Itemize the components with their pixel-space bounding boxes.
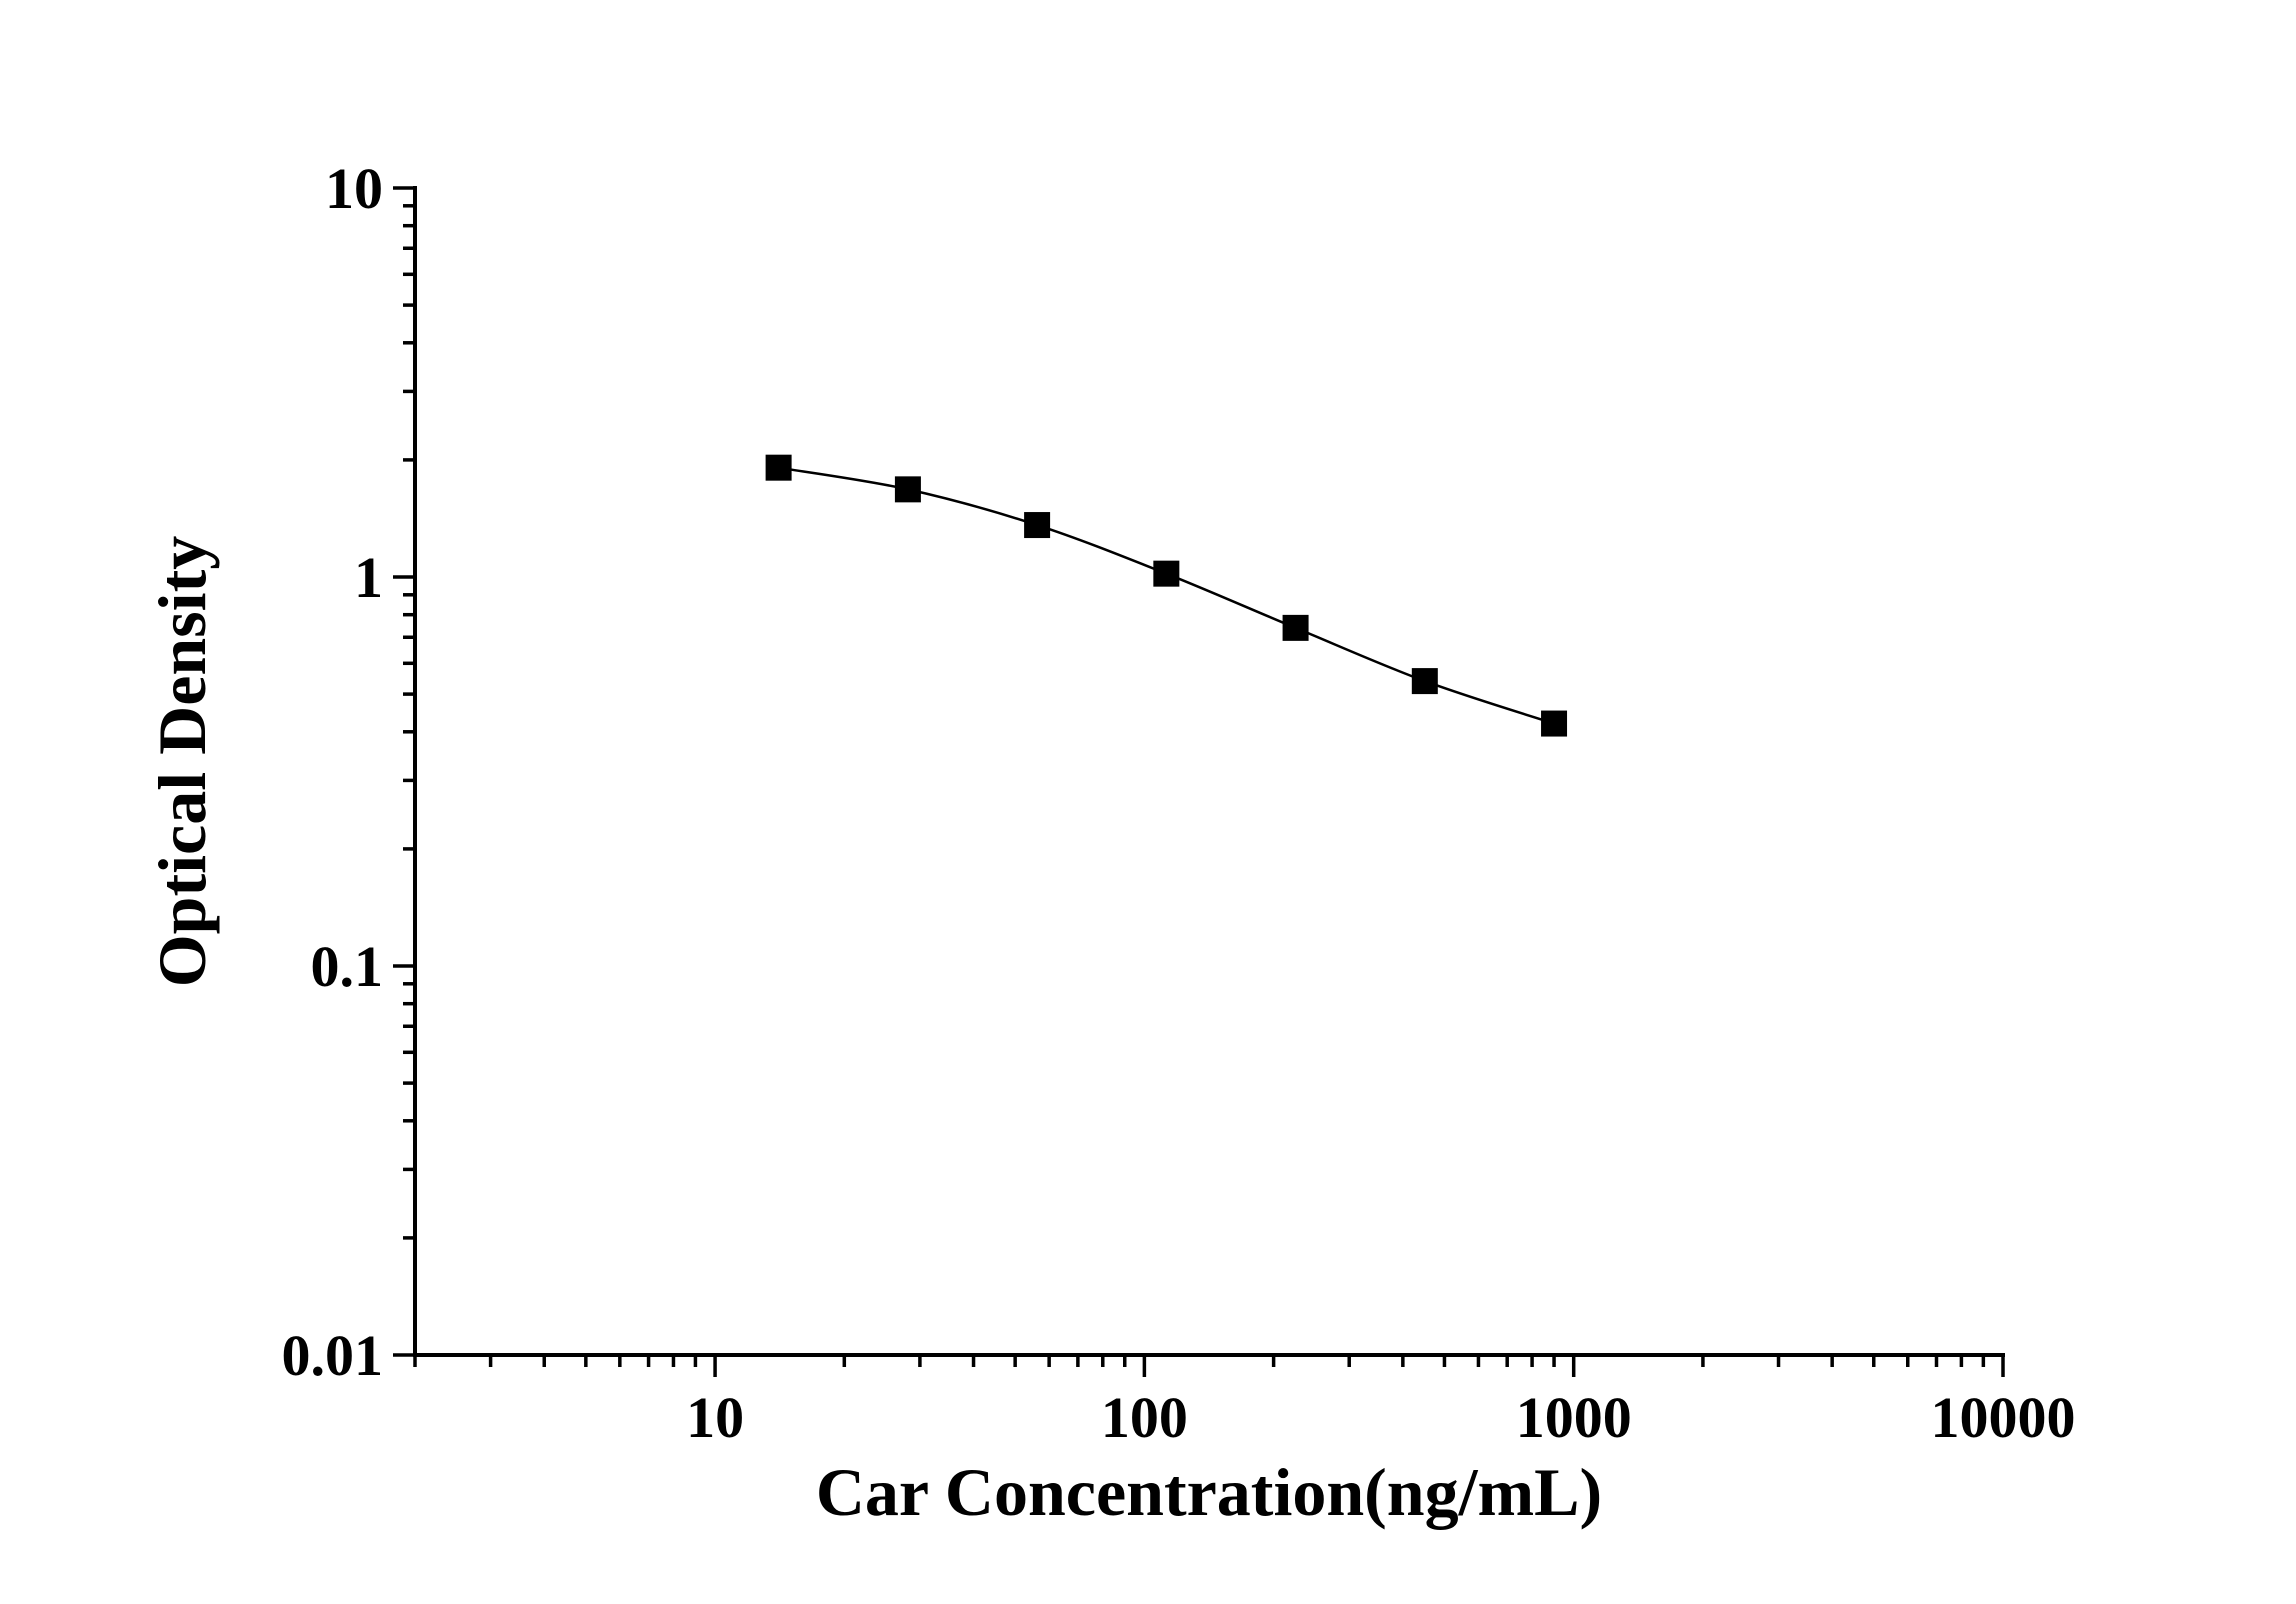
data-point-marker [894,476,921,503]
data-point-marker [1024,512,1051,539]
axes [413,186,2005,1357]
y-axis-ticks [393,186,415,1357]
x-tick-label: 10 [686,1385,744,1450]
y-axis-title: Optical Density [144,536,220,987]
data-point-marker [765,454,792,481]
x-axis-ticks [413,1355,2005,1377]
y-axis-tick-labels: 0.01 0.1 1 10 [282,156,384,1388]
data-point-marker [1282,614,1309,641]
data-point-marker [1411,668,1438,695]
x-tick-label: 10000 [1931,1385,2076,1450]
x-tick-label: 1000 [1516,1385,1632,1450]
x-axis-tick-labels: 10 100 1000 10000 [686,1385,2075,1450]
plot-area [765,454,1568,737]
data-point-marker [1541,710,1568,737]
y-tick-label: 0.01 [282,1323,384,1388]
y-tick-label: 10 [325,156,383,221]
y-tick-label: 1 [354,545,383,610]
data-point-marker [1153,560,1180,587]
y-tick-label: 0.1 [311,934,384,999]
x-axis-title: Car Concentration(ng/mL) [816,1454,1602,1530]
x-tick-label: 100 [1101,1385,1188,1450]
